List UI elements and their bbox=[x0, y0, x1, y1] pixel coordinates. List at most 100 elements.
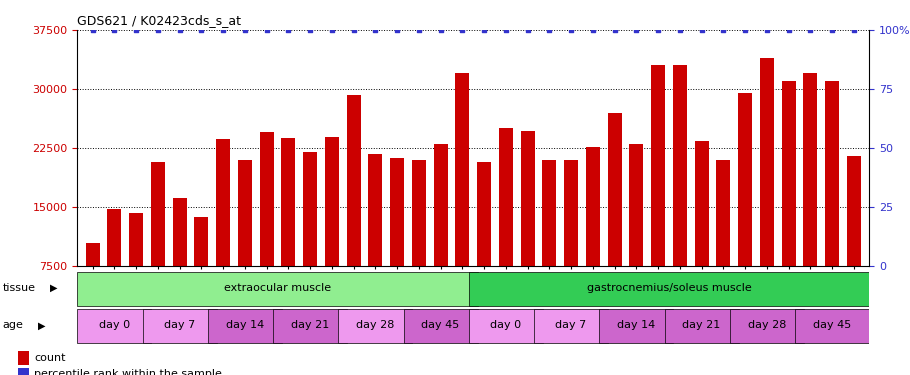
Bar bbox=[760, 57, 774, 325]
Point bbox=[216, 27, 230, 33]
Point bbox=[803, 27, 817, 33]
Bar bbox=[672, 65, 687, 325]
Point bbox=[455, 27, 470, 33]
Bar bbox=[303, 152, 318, 325]
Text: day 0: day 0 bbox=[490, 321, 521, 330]
Point bbox=[411, 27, 426, 33]
Text: day 0: day 0 bbox=[99, 321, 130, 330]
Text: day 21: day 21 bbox=[682, 321, 721, 330]
Point bbox=[564, 27, 579, 33]
Text: count: count bbox=[35, 353, 66, 363]
Bar bbox=[339, 309, 412, 343]
Point bbox=[368, 27, 382, 33]
Bar bbox=[730, 309, 804, 343]
Bar bbox=[369, 154, 382, 325]
Bar bbox=[804, 73, 817, 325]
Bar bbox=[469, 309, 542, 343]
Text: age: age bbox=[3, 321, 24, 330]
Text: tissue: tissue bbox=[3, 283, 35, 293]
Bar bbox=[608, 112, 622, 325]
Point bbox=[499, 27, 513, 33]
Bar bbox=[629, 144, 643, 325]
Bar bbox=[404, 309, 478, 343]
Text: day 21: day 21 bbox=[291, 321, 329, 330]
Bar bbox=[825, 81, 839, 325]
Bar bbox=[600, 309, 673, 343]
Bar bbox=[281, 138, 296, 325]
Bar bbox=[151, 162, 165, 325]
Bar bbox=[273, 309, 347, 343]
Point bbox=[129, 27, 144, 33]
Point bbox=[542, 27, 557, 33]
Bar bbox=[18, 368, 29, 375]
Point bbox=[629, 27, 643, 33]
Bar bbox=[129, 213, 143, 325]
Bar bbox=[347, 94, 360, 325]
Bar bbox=[18, 351, 29, 364]
Point bbox=[585, 27, 600, 33]
Bar bbox=[77, 272, 478, 306]
Bar bbox=[455, 73, 470, 325]
Bar bbox=[143, 309, 217, 343]
Text: day 7: day 7 bbox=[555, 321, 587, 330]
Bar bbox=[86, 243, 99, 325]
Bar bbox=[586, 147, 600, 325]
Bar bbox=[216, 139, 230, 325]
Bar bbox=[651, 65, 665, 325]
Bar bbox=[782, 81, 795, 325]
Bar bbox=[173, 198, 187, 325]
Bar bbox=[433, 144, 448, 325]
Bar bbox=[194, 217, 208, 325]
Point bbox=[389, 27, 404, 33]
Bar bbox=[107, 209, 121, 325]
Text: extraocular muscle: extraocular muscle bbox=[224, 283, 331, 293]
Bar bbox=[664, 309, 739, 343]
Point bbox=[86, 27, 100, 33]
Bar bbox=[521, 131, 535, 325]
Bar bbox=[499, 128, 513, 325]
Point bbox=[521, 27, 535, 33]
Text: day 45: day 45 bbox=[813, 321, 851, 330]
Point bbox=[477, 27, 491, 33]
Text: ▶: ▶ bbox=[38, 321, 46, 330]
Point bbox=[303, 27, 318, 33]
Text: percentile rank within the sample: percentile rank within the sample bbox=[35, 369, 222, 375]
Bar bbox=[716, 160, 731, 325]
Point bbox=[607, 27, 622, 33]
Point bbox=[694, 27, 709, 33]
Bar bbox=[694, 141, 709, 325]
Point bbox=[760, 27, 774, 33]
Point bbox=[172, 27, 187, 33]
Point bbox=[325, 27, 339, 33]
Point bbox=[150, 27, 165, 33]
Text: day 45: day 45 bbox=[421, 321, 460, 330]
Point bbox=[347, 27, 361, 33]
Bar bbox=[542, 160, 556, 325]
Point bbox=[433, 27, 448, 33]
Text: day 7: day 7 bbox=[164, 321, 196, 330]
Point bbox=[738, 27, 753, 33]
Text: day 14: day 14 bbox=[617, 321, 655, 330]
Bar bbox=[795, 309, 869, 343]
Point bbox=[824, 27, 839, 33]
Point bbox=[107, 27, 122, 33]
Point bbox=[194, 27, 208, 33]
Text: day 28: day 28 bbox=[356, 321, 395, 330]
Bar bbox=[207, 309, 282, 343]
Bar bbox=[325, 137, 339, 325]
Point bbox=[782, 27, 796, 33]
Bar bbox=[564, 160, 578, 325]
Bar bbox=[477, 162, 491, 325]
Point bbox=[651, 27, 665, 33]
Bar bbox=[411, 160, 426, 325]
Text: day 14: day 14 bbox=[226, 321, 264, 330]
Bar bbox=[390, 158, 404, 325]
Bar bbox=[534, 309, 608, 343]
Text: ▶: ▶ bbox=[50, 283, 57, 293]
Bar bbox=[738, 93, 753, 325]
Text: gastrocnemius/soleus muscle: gastrocnemius/soleus muscle bbox=[587, 283, 752, 293]
Point bbox=[281, 27, 296, 33]
Bar bbox=[77, 309, 151, 343]
Point bbox=[238, 27, 252, 33]
Point bbox=[846, 27, 861, 33]
